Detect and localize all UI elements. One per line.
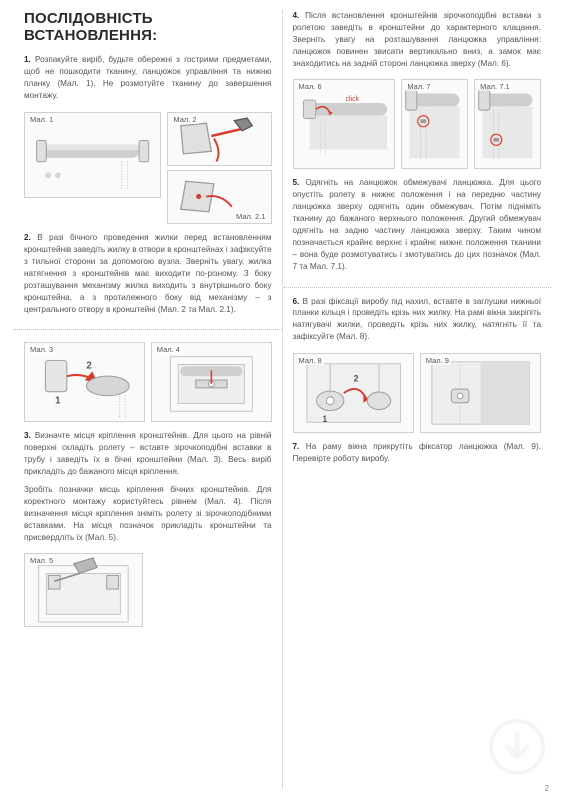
figure-label: Мал. 7.1 (478, 82, 511, 91)
figure-row-2: Мал. 3 1 2 Мал. 4 (24, 342, 272, 422)
figure-row-3: Мал. 5 (24, 553, 272, 627)
figure-4: Мал. 4 (151, 342, 272, 422)
step-3b: Зробіть позначки місць кріплення бічних … (24, 484, 272, 543)
figure-6: Мал. 6 click (293, 79, 396, 169)
divider (14, 329, 282, 330)
left-column: ПОСЛІДОВНІСТЬ ВСТАНОВЛЕННЯ: 1. Розпакуйт… (14, 10, 283, 789)
svg-text:1: 1 (322, 414, 327, 424)
figure-label: Мал. 2 (171, 115, 198, 124)
figure-label: Мал. 1 (28, 115, 55, 124)
svg-text:2: 2 (353, 373, 358, 383)
divider (283, 287, 552, 288)
right-column: 4. Після встановлення кронштейнів зірочк… (283, 10, 552, 789)
figure-1: Мал. 1 (24, 112, 161, 198)
figure-label: Мал. 7 (405, 82, 432, 91)
figure-8: Мал. 8 1 2 (293, 353, 414, 433)
step-1: 1. Розпакуйте виріб, будьте обережні з г… (24, 54, 272, 102)
page-title: ПОСЛІДОВНІСТЬ ВСТАНОВЛЕННЯ: (24, 10, 272, 44)
step-7: 7. На раму вікна прикрутіть фіксатор лан… (293, 441, 542, 465)
figure-label: Мал. 3 (28, 345, 55, 354)
figure-7: Мал. 7 (401, 79, 468, 169)
svg-text:2: 2 (86, 361, 92, 372)
figure-label: Мал. 8 (297, 356, 324, 365)
click-text: click (344, 96, 362, 103)
figure-3: Мал. 3 1 2 (24, 342, 145, 422)
svg-text:1: 1 (55, 396, 61, 407)
step-2: 2. В разі бічного проведення жилки перед… (24, 232, 272, 315)
figure-9: Мал. 9 (420, 353, 541, 433)
figure-7-1: Мал. 7.1 (474, 79, 541, 169)
figure-label: Мал. 6 (297, 82, 324, 91)
watermark-icon (487, 717, 547, 777)
figure-label: Мал. 4 (155, 345, 182, 354)
step-5: 5. Одягніть на ланцюжок обмежувачі ланцю… (293, 177, 542, 272)
step-3: 3. Визначте місця кріплення кронштейнів.… (24, 430, 272, 478)
step-6: 6. В разі фіксації виробу під нахил, вст… (293, 296, 542, 344)
figure-2: Мал. 2 (167, 112, 271, 166)
figure-2-1: Мал. 2.1 (167, 170, 271, 224)
figure-5: Мал. 5 (24, 553, 143, 627)
figure-label: Мал. 9 (424, 356, 451, 365)
figure-row-5: Мал. 8 1 2 Мал. 9 (293, 353, 542, 433)
step-4: 4. Після встановлення кронштейнів зірочк… (293, 10, 542, 69)
figure-row-1: Мал. 1 Мал. 2 (24, 112, 272, 225)
figure-label: Мал. 2.1 (234, 212, 267, 221)
figure-label: Мал. 5 (28, 556, 55, 565)
page-number: 2 (545, 784, 549, 793)
figure-row-4: Мал. 6 click Мал. 7 (293, 79, 542, 169)
